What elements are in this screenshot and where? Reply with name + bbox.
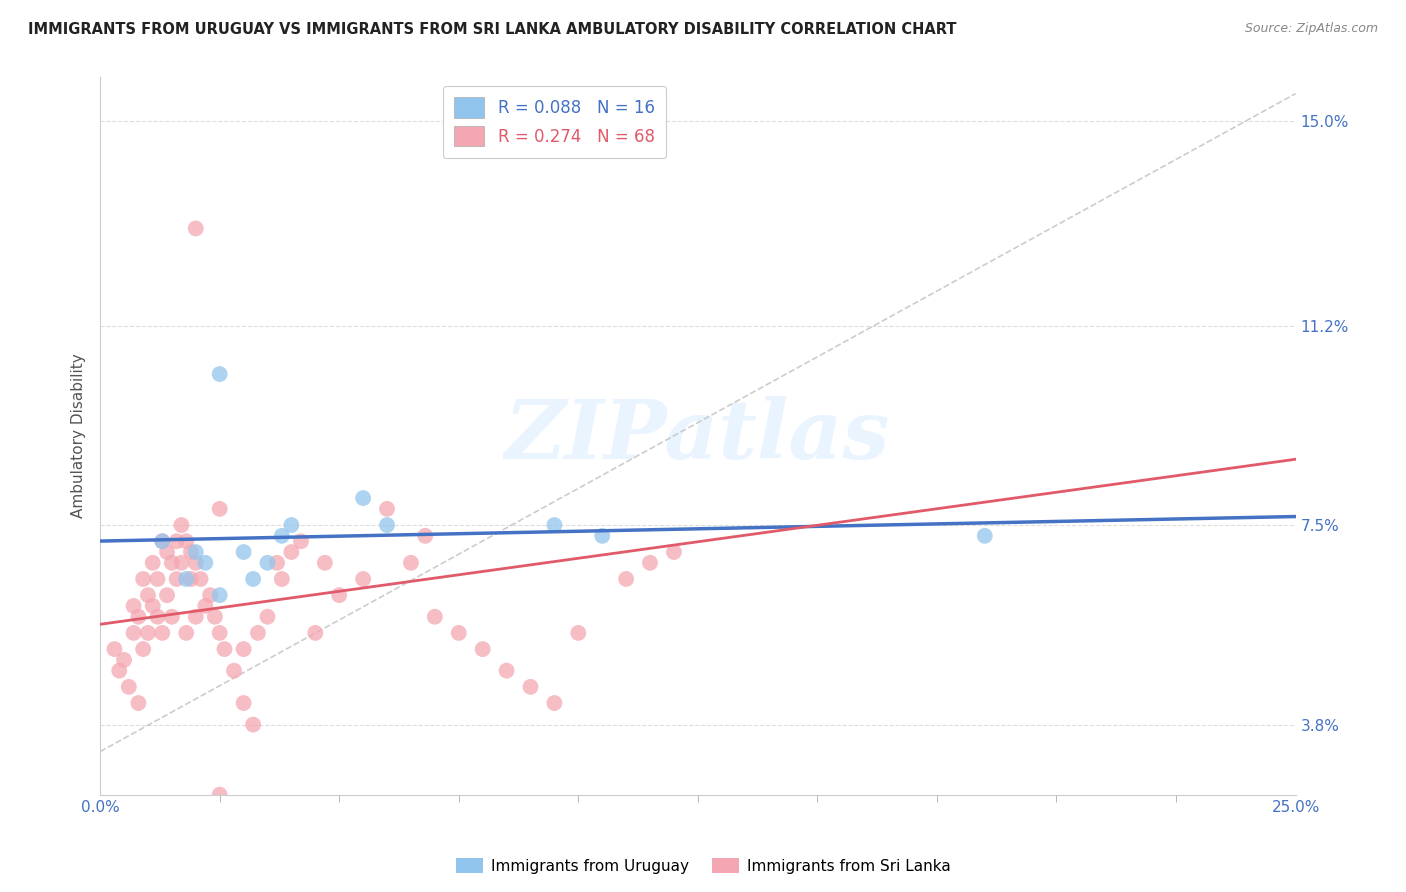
Point	[232, 696, 254, 710]
Point	[108, 664, 131, 678]
Point	[122, 626, 145, 640]
Point	[447, 626, 470, 640]
Point	[184, 545, 207, 559]
Point	[142, 556, 165, 570]
Point	[352, 491, 374, 505]
Point	[232, 545, 254, 559]
Point	[662, 545, 685, 559]
Point	[150, 534, 173, 549]
Point	[543, 696, 565, 710]
Legend: Immigrants from Uruguay, Immigrants from Sri Lanka: Immigrants from Uruguay, Immigrants from…	[450, 852, 956, 880]
Point	[180, 572, 202, 586]
Point	[973, 529, 995, 543]
Point	[156, 545, 179, 559]
Point	[118, 680, 141, 694]
Point	[214, 642, 236, 657]
Point	[174, 626, 197, 640]
Point	[132, 572, 155, 586]
Point	[270, 529, 292, 543]
Point	[222, 664, 245, 678]
Point	[166, 534, 188, 549]
Legend: R = 0.088   N = 16, R = 0.274   N = 68: R = 0.088 N = 16, R = 0.274 N = 68	[443, 86, 666, 158]
Point	[242, 717, 264, 731]
Point	[122, 599, 145, 613]
Point	[194, 556, 217, 570]
Point	[495, 664, 517, 678]
Point	[127, 696, 149, 710]
Point	[413, 529, 436, 543]
Y-axis label: Ambulatory Disability: Ambulatory Disability	[72, 354, 86, 518]
Point	[136, 588, 159, 602]
Point	[103, 642, 125, 657]
Point	[160, 609, 183, 624]
Point	[519, 680, 541, 694]
Point	[328, 588, 350, 602]
Point	[184, 556, 207, 570]
Point	[174, 572, 197, 586]
Point	[591, 529, 613, 543]
Text: Source: ZipAtlas.com: Source: ZipAtlas.com	[1244, 22, 1378, 36]
Point	[150, 626, 173, 640]
Point	[375, 501, 398, 516]
Point	[180, 545, 202, 559]
Point	[266, 556, 288, 570]
Point	[184, 221, 207, 235]
Text: IMMIGRANTS FROM URUGUAY VS IMMIGRANTS FROM SRI LANKA AMBULATORY DISABILITY CORRE: IMMIGRANTS FROM URUGUAY VS IMMIGRANTS FR…	[28, 22, 956, 37]
Point	[638, 556, 661, 570]
Point	[208, 588, 231, 602]
Point	[280, 518, 302, 533]
Point	[150, 534, 173, 549]
Point	[256, 609, 278, 624]
Point	[208, 788, 231, 802]
Point	[208, 626, 231, 640]
Point	[375, 518, 398, 533]
Point	[543, 518, 565, 533]
Point	[208, 367, 231, 381]
Point	[290, 534, 312, 549]
Point	[146, 609, 169, 624]
Point	[208, 501, 231, 516]
Point	[166, 572, 188, 586]
Point	[242, 572, 264, 586]
Point	[471, 642, 494, 657]
Point	[170, 556, 193, 570]
Point	[304, 626, 326, 640]
Point	[280, 545, 302, 559]
Point	[190, 572, 212, 586]
Point	[256, 556, 278, 570]
Point	[132, 642, 155, 657]
Point	[112, 653, 135, 667]
Point	[136, 626, 159, 640]
Point	[146, 572, 169, 586]
Point	[194, 599, 217, 613]
Point	[160, 556, 183, 570]
Point	[232, 642, 254, 657]
Point	[156, 588, 179, 602]
Point	[314, 556, 336, 570]
Point	[614, 572, 637, 586]
Point	[423, 609, 446, 624]
Point	[567, 626, 589, 640]
Text: ZIPatlas: ZIPatlas	[505, 396, 890, 476]
Point	[127, 609, 149, 624]
Point	[399, 556, 422, 570]
Point	[246, 626, 269, 640]
Point	[170, 518, 193, 533]
Point	[270, 572, 292, 586]
Point	[174, 534, 197, 549]
Point	[352, 572, 374, 586]
Point	[204, 609, 226, 624]
Point	[198, 588, 221, 602]
Point	[142, 599, 165, 613]
Point	[184, 609, 207, 624]
